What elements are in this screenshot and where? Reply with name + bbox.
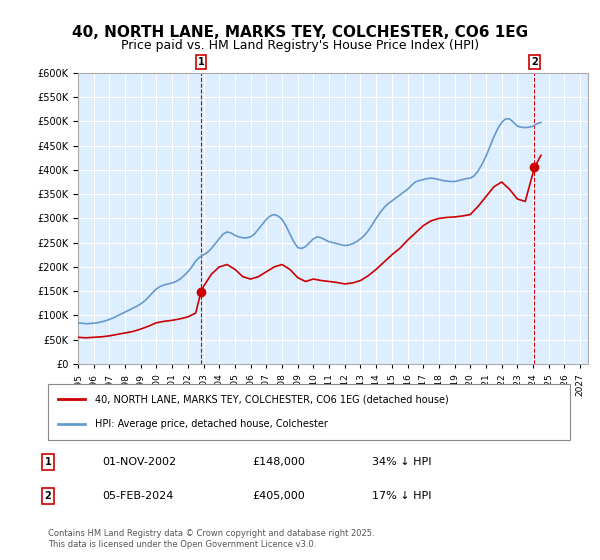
- Text: 01-NOV-2002: 01-NOV-2002: [102, 457, 176, 467]
- Text: 05-FEB-2024: 05-FEB-2024: [102, 491, 173, 501]
- Text: 1: 1: [44, 457, 52, 467]
- Text: 40, NORTH LANE, MARKS TEY, COLCHESTER, CO6 1EG (detached house): 40, NORTH LANE, MARKS TEY, COLCHESTER, C…: [95, 394, 449, 404]
- Text: HPI: Average price, detached house, Colchester: HPI: Average price, detached house, Colc…: [95, 419, 328, 429]
- Text: 34% ↓ HPI: 34% ↓ HPI: [372, 457, 431, 467]
- Text: 17% ↓ HPI: 17% ↓ HPI: [372, 491, 431, 501]
- Text: 2: 2: [44, 491, 52, 501]
- Text: 2: 2: [531, 57, 538, 67]
- Text: £405,000: £405,000: [252, 491, 305, 501]
- Text: Contains HM Land Registry data © Crown copyright and database right 2025.
This d: Contains HM Land Registry data © Crown c…: [48, 529, 374, 549]
- FancyBboxPatch shape: [48, 384, 570, 440]
- Text: 40, NORTH LANE, MARKS TEY, COLCHESTER, CO6 1EG: 40, NORTH LANE, MARKS TEY, COLCHESTER, C…: [72, 25, 528, 40]
- Text: Price paid vs. HM Land Registry's House Price Index (HPI): Price paid vs. HM Land Registry's House …: [121, 39, 479, 52]
- Text: £148,000: £148,000: [252, 457, 305, 467]
- Text: 1: 1: [197, 57, 204, 67]
